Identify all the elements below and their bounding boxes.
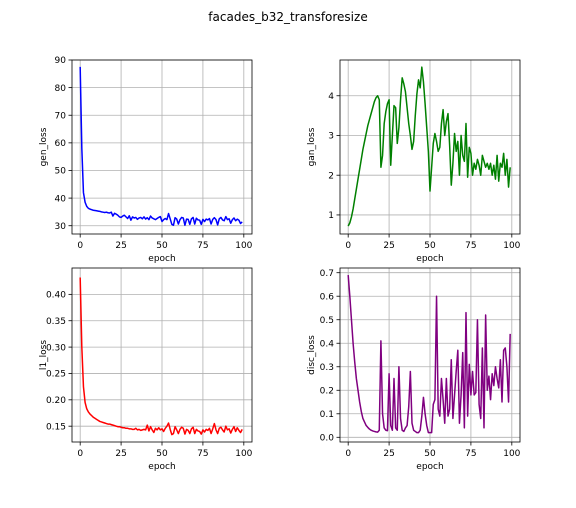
l1-loss-xtick-label: 50 [156,449,168,459]
gen-loss-xtick-label: 25 [115,241,126,251]
disc-loss-ytick-label: 0.5 [320,316,334,326]
gan-loss-xtick-label: 50 [424,241,436,251]
gan-loss-xtick-label: 75 [465,241,476,251]
disc-loss-ylabel: disc_loss [307,335,317,375]
gen-loss-ytick-label: 40 [55,194,67,204]
gen-loss-ytick-label: 90 [55,56,67,66]
figure-title: facades_b32_transforesize [208,10,367,24]
gen-loss-series-line [79,66,243,226]
l1-loss-panel: 0 25 50 75 100 0.15 0.20 0.25 0.30 0.35 0.40 epoch l… [39,267,253,472]
disc-loss-xtick-label: 25 [383,449,394,459]
gen-loss-xtick-label: 75 [197,241,208,251]
gan-loss-ytick-label: 2 [328,171,334,181]
l1-loss-xtick-label: 25 [115,449,126,459]
gan-loss-panel: 0 25 50 75 100 1 2 3 4 epoch gan_loss [307,59,521,264]
gan-loss-xtick-label: 25 [383,241,394,251]
disc-loss-xlabel: epoch [416,462,443,472]
l1-loss-series-line [79,277,243,436]
disc-loss-ytick-label: 0.1 [320,410,334,420]
disc-loss-panel: 0 25 50 75 100 0.0 0.1 0.2 0.3 0.4 0.5 0.6 0.7 epoch d… [307,267,521,472]
gan-loss-ytick-label: 1 [328,211,334,221]
gan-loss-xtick-label: 0 [345,241,351,251]
disc-loss-xtick-label: 0 [345,449,351,459]
l1-loss-ytick-label: 0.30 [46,343,66,353]
l1-loss-xtick-label: 75 [197,449,208,459]
disc-loss-xtick-label: 75 [465,449,476,459]
disc-loss-series-line [347,274,511,434]
l1-loss-ytick-label: 0.15 [46,422,66,432]
l1-loss-ytick-label: 0.20 [46,396,66,406]
l1-loss-xlabel: epoch [148,462,175,472]
disc-loss-ytick-label: 0.2 [320,386,334,396]
gan-loss-xtick-label: 100 [503,241,520,251]
l1-loss-ytick-label: 0.25 [46,370,66,380]
gan-loss-series-line [347,66,511,227]
gen-loss-ytick-label: 60 [55,139,67,149]
disc-loss-ytick-label: 0.7 [320,269,334,279]
l1-loss-xtick-label: 0 [77,449,83,459]
disc-loss-ytick-label: 0.6 [320,292,335,302]
gen-loss-ylabel: gen_loss [39,127,49,166]
disc-loss-xtick-label: 100 [503,449,520,459]
gan-loss-ytick-label: 3 [328,132,334,142]
gen-loss-ytick-label: 30 [55,222,67,232]
gan-loss-ytick-label: 4 [328,92,334,102]
l1-loss-ytick-label: 0.35 [46,317,66,327]
gen-loss-panel: 0 25 50 75 100 30 40 50 60 70 80 90 epoch gen_loss [39,56,253,264]
l1-loss-ytick-label: 0.40 [46,291,66,301]
gen-loss-xtick-label: 100 [235,241,252,251]
gen-loss-ytick-label: 80 [55,84,67,94]
disc-loss-ytick-label: 0.4 [320,339,335,349]
gen-loss-xtick-label: 0 [77,241,83,251]
gen-loss-xlabel: epoch [148,254,175,264]
disc-loss-xtick-label: 50 [424,449,436,459]
disc-loss-ytick-label: 0.0 [320,433,335,443]
disc-loss-ytick-label: 0.3 [320,363,334,373]
gan-loss-xlabel: epoch [416,254,443,264]
gan-loss-ylabel: gan_loss [307,127,317,166]
gen-loss-ytick-label: 70 [55,111,67,121]
l1-loss-ylabel: l1_loss [39,340,49,370]
l1-loss-xtick-label: 100 [235,449,252,459]
gen-loss-xtick-label: 50 [156,241,168,251]
gen-loss-ytick-label: 50 [55,167,67,177]
